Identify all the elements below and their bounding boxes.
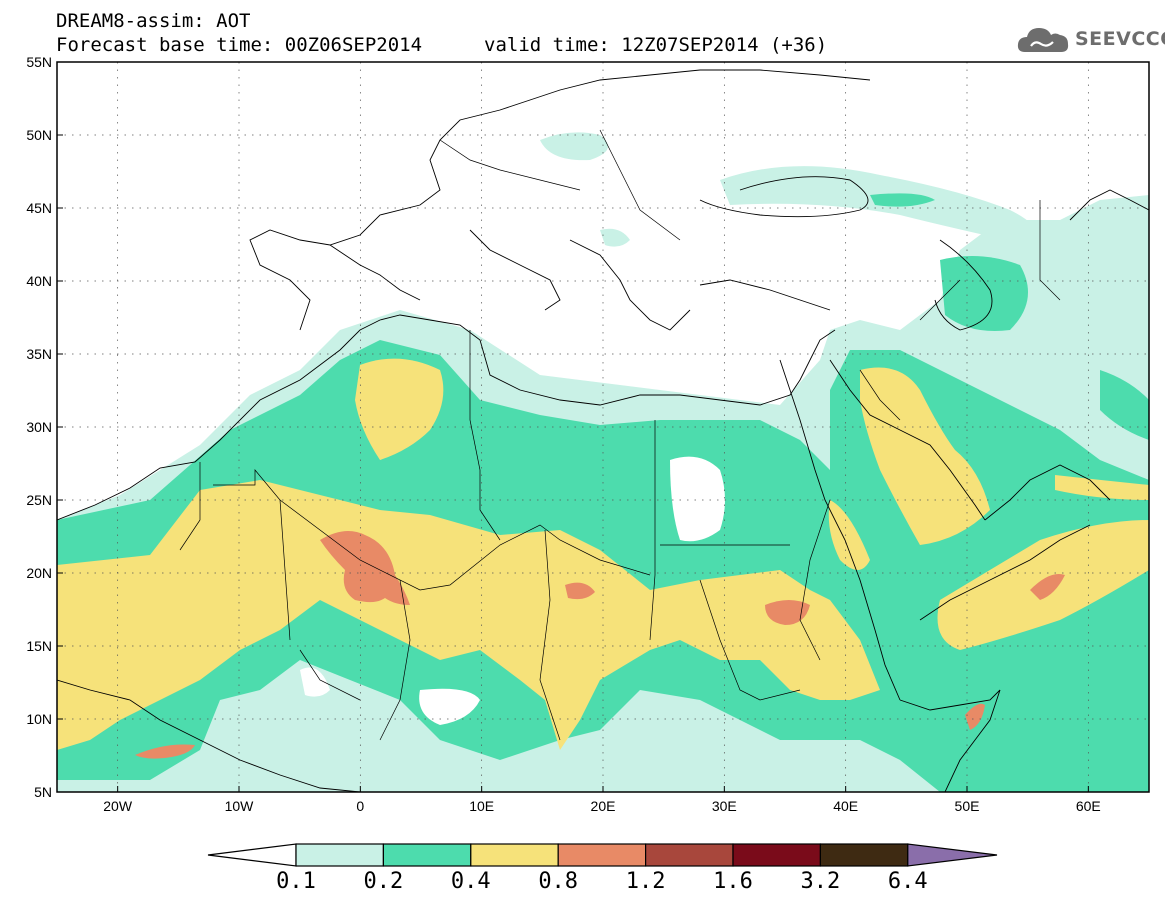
- lat-label: 30N: [26, 419, 52, 435]
- colorbar-segment: [819, 843, 909, 867]
- lat-label: 40N: [26, 273, 52, 289]
- colorbar-segment: [470, 843, 559, 867]
- colorbar-min-arrow: [207, 843, 297, 867]
- colorbar-segment: [644, 843, 734, 867]
- colorbar: [207, 843, 998, 867]
- map-title: DREAM8-assim: AOT: [56, 10, 251, 32]
- lat-label: 55N: [26, 54, 52, 70]
- colorbar-level-label: 0.2: [364, 869, 404, 894]
- colorbar-level-label: 1.2: [626, 869, 666, 894]
- lon-label: 40E: [833, 798, 858, 814]
- colorbar-level-label: 0.1: [276, 869, 316, 894]
- lon-label: 20W: [103, 798, 133, 814]
- lat-label: 25N: [26, 492, 52, 508]
- lat-label: 15N: [26, 638, 52, 654]
- cloud-icon: [1017, 28, 1069, 52]
- lon-label: 10E: [469, 798, 494, 814]
- colorbar-level-label: 6.4: [888, 869, 928, 894]
- colorbar-level-label: 1.6: [713, 869, 753, 894]
- colorbar-level-label: 0.8: [538, 869, 578, 894]
- colorbar-labels: 0.1 0.2 0.4 0.8 1.2 1.6 3.2 6.4: [276, 869, 928, 894]
- lon-label: 0: [356, 798, 364, 814]
- lon-label: 30E: [712, 798, 737, 814]
- colorbar-max-arrow: [907, 843, 998, 867]
- lat-label: 50N: [26, 127, 52, 143]
- lon-label: 60E: [1076, 798, 1101, 814]
- colorbar-segment: [295, 843, 385, 867]
- valid-time: valid time: 12Z07SEP2014 (+36): [484, 34, 828, 56]
- colorbar-segment: [382, 843, 472, 867]
- colorbar-level-label: 0.4: [451, 869, 491, 894]
- colorbar-level-label: 3.2: [801, 869, 841, 894]
- lat-label: 10N: [26, 711, 52, 727]
- logo-text: SEEVCCC: [1075, 28, 1165, 50]
- lon-label: 50E: [955, 798, 980, 814]
- lat-label: 35N: [26, 346, 52, 362]
- coastlines: [57, 69, 1149, 792]
- colorbar-segment: [732, 843, 822, 867]
- forecast-base-time: Forecast base time: 00Z06SEP2014: [56, 34, 423, 56]
- lat-label: 20N: [26, 565, 52, 581]
- colorbar-segment: [557, 843, 647, 867]
- longitude-labels: 20W 10W 0 10E 20E 30E 40E 50E 60E: [103, 786, 1101, 814]
- lat-label: 5N: [34, 784, 52, 800]
- map-grid: [57, 62, 1149, 792]
- country-borders: [179, 129, 1061, 741]
- lon-label: 20E: [591, 798, 616, 814]
- lat-label: 45N: [26, 200, 52, 216]
- seevccc-logo: SEEVCCC: [1017, 24, 1165, 58]
- lon-label: 10W: [225, 798, 255, 814]
- latitude-labels: 55N 50N 45N 40N 35N 30N 25N 20N 15N 10N 5N: [26, 54, 63, 800]
